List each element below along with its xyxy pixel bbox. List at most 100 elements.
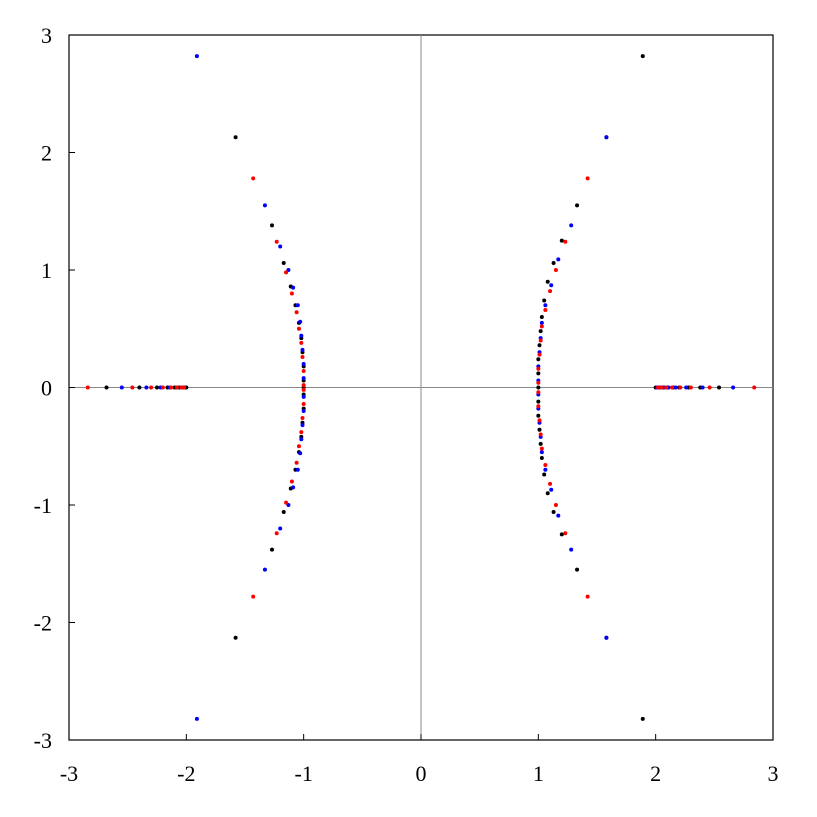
data-point: [707, 385, 712, 390]
data-point: [539, 456, 544, 460]
data-point: [539, 324, 544, 329]
data-point: [274, 531, 279, 536]
data-point: [144, 385, 149, 390]
data-point: [296, 444, 301, 449]
data-point: [604, 635, 609, 640]
data-point: [542, 472, 547, 477]
y-tick-label: -3: [34, 728, 52, 753]
data-point: [575, 203, 580, 208]
data-point: [251, 594, 256, 599]
data-point: [549, 283, 554, 288]
data-point: [298, 319, 303, 324]
data-point: [294, 310, 299, 315]
data-point: [301, 401, 306, 406]
data-point: [300, 354, 305, 359]
data-point: [294, 460, 299, 465]
data-point: [269, 223, 274, 228]
data-point: [295, 467, 300, 472]
data-point: [284, 270, 289, 275]
x-tick-label: 3: [768, 761, 779, 786]
data-point: [301, 383, 306, 388]
data-point: [553, 268, 558, 272]
data-point: [289, 479, 294, 484]
data-point: [291, 285, 296, 290]
data-point: [543, 303, 548, 308]
data-point: [281, 260, 286, 265]
data-point: [673, 385, 678, 390]
y-tick-label: 0: [41, 376, 52, 401]
data-point: [300, 416, 305, 421]
data-point: [149, 385, 154, 390]
data-point: [684, 385, 689, 390]
data-point: [262, 567, 267, 572]
data-point: [299, 437, 304, 442]
data-point: [296, 326, 301, 331]
data-point: [299, 430, 304, 435]
data-point: [548, 481, 553, 486]
data-point: [549, 487, 554, 492]
data-point: [537, 418, 542, 423]
data-point: [284, 500, 289, 505]
data-point: [536, 404, 541, 409]
data-point: [569, 547, 574, 552]
data-point: [85, 385, 90, 390]
data-point: [301, 409, 306, 413]
data-point: [278, 526, 283, 531]
data-point: [559, 532, 564, 537]
y-tick-label: 1: [41, 258, 52, 283]
data-point: [104, 385, 109, 390]
data-point: [301, 387, 306, 392]
tick-labels: -3 -2 -1 0 1 2 3 3 2 1 0 -1 -2 -3: [34, 23, 779, 786]
data-point: [538, 432, 543, 437]
data-point: [700, 385, 705, 390]
x-tick-label: -1: [295, 761, 313, 786]
data-point: [536, 371, 541, 376]
data-point: [585, 176, 590, 181]
x-tick-label: 0: [416, 761, 427, 786]
data-point: [538, 338, 543, 343]
data-point: [300, 347, 305, 352]
y-tick-label: 2: [41, 141, 52, 166]
data-point: [289, 291, 294, 296]
data-point: [659, 385, 664, 390]
data-point: [553, 503, 558, 507]
data-point: [543, 463, 548, 468]
data-point: [298, 451, 303, 456]
data-point: [543, 467, 548, 472]
data-point: [640, 716, 645, 721]
data-point: [537, 427, 542, 432]
data-point: [556, 257, 561, 262]
data-point: [295, 303, 300, 308]
data-point: [556, 513, 561, 518]
data-point: [174, 385, 179, 390]
data-point: [137, 385, 142, 390]
y-tick-label: -2: [34, 611, 52, 636]
data-point: [194, 54, 199, 59]
data-point: [233, 135, 238, 140]
data-point: [119, 385, 124, 390]
data-point: [656, 385, 661, 390]
data-point: [752, 385, 757, 390]
data-point: [536, 366, 541, 371]
data-point: [539, 315, 544, 319]
data-point: [130, 385, 135, 390]
data-point: [301, 362, 306, 366]
data-point: [155, 385, 159, 390]
data-point: [278, 244, 283, 249]
data-point: [559, 238, 564, 243]
x-tick-label: -2: [177, 761, 195, 786]
data-point: [539, 446, 544, 451]
data-point: [551, 260, 556, 265]
data-point: [262, 203, 267, 208]
y-tick-label: 3: [41, 23, 52, 48]
data-point: [536, 380, 541, 385]
data-point: [300, 423, 305, 428]
data-point: [536, 390, 541, 395]
data-point: [181, 385, 186, 390]
data-point: [538, 441, 543, 446]
data-point: [251, 176, 256, 181]
data-point: [539, 450, 544, 455]
data-point: [664, 385, 669, 390]
data-point: [640, 54, 645, 59]
